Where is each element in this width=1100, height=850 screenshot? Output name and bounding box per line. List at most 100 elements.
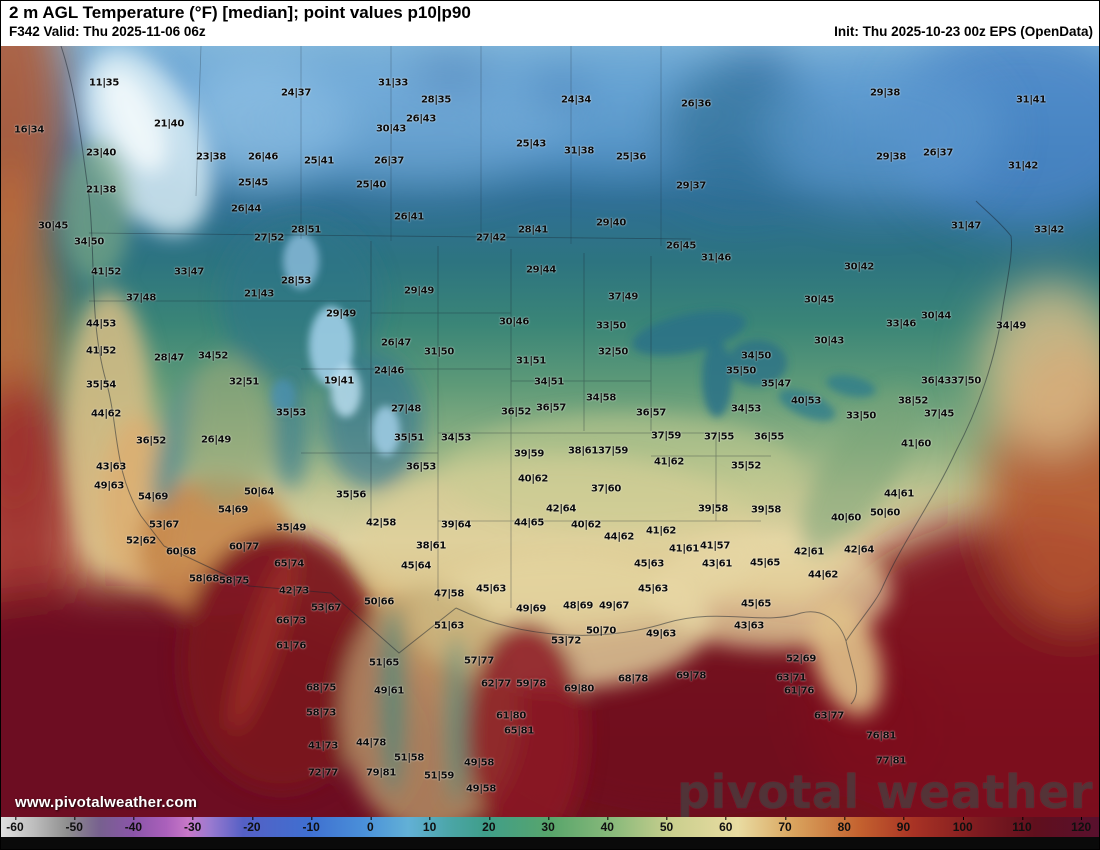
point-value: 51|65 [369,657,399,669]
point-value: 40|60 [831,512,861,524]
point-value: 49|63 [646,628,676,640]
point-value: 19|41 [324,375,354,387]
point-value: 63|71 [776,672,806,684]
point-value: 40|62 [518,473,548,485]
point-value: 23|38 [196,151,226,163]
colorbar-tick-label: 20 [482,817,496,834]
point-value: 24|46 [374,365,404,377]
point-value: 38|52 [898,395,928,407]
point-value: 35|51 [394,432,424,444]
point-value: 54|69 [138,491,168,503]
point-value: 33|42 [1034,224,1064,236]
point-value: 41|52 [91,266,121,278]
point-value: 57|77 [464,655,494,667]
colorbar-tick-label: 50 [659,817,674,834]
point-value: 31|50 [424,346,454,358]
point-value: 31|33 [378,77,408,89]
point-value: 40|62 [571,519,601,531]
point-value: 34|50 [74,236,104,248]
point-value: 33|50 [846,410,876,422]
point-value: 44|62 [808,569,838,581]
watermark-url: www.pivotalweather.com [15,794,198,811]
point-value: 23|40 [86,147,116,159]
point-value: 41|57 [700,540,730,552]
point-value: 53|67 [311,602,341,614]
point-value: 54|69 [218,504,248,516]
point-value: 34|50 [741,350,771,362]
point-value: 49|69 [516,603,546,615]
point-value: 26|37 [374,155,404,167]
point-value: 61|76 [784,685,814,697]
point-value: 21|43 [244,288,274,300]
point-value: 34|53 [441,432,471,444]
point-value: 26|47 [381,337,411,349]
point-value: 77|81 [876,755,906,767]
point-value: 26|36 [681,98,711,110]
point-value: 31|51 [516,355,546,367]
point-value: 30|43 [814,335,844,347]
point-value: 37|55 [704,431,734,443]
colorbar-tick-label: 70 [778,817,792,834]
point-value: 35|50 [726,365,756,377]
point-value: 39|59 [514,448,544,460]
point-value: 58|75 [219,575,249,587]
point-value: 16|34 [14,124,44,136]
point-value: 45|63 [634,558,664,570]
point-value: 52|69 [786,653,816,665]
point-value: 65|81 [504,725,534,737]
point-value: 29|49 [404,285,434,297]
point-value: 28|35 [421,94,451,106]
colorbar-tick-label: -50 [65,817,83,834]
colorbar-tick-label: -30 [184,817,202,834]
point-value: 39|58 [698,503,728,515]
point-value: 44|62 [91,408,121,420]
point-value: 21|38 [86,184,116,196]
point-value: 62|77 [481,678,511,690]
point-value: 49|61 [374,685,404,697]
point-value: 35|47 [761,378,791,390]
colorbar-tick-label: 40 [600,817,614,834]
point-value: 41|62 [654,456,684,468]
point-value: 26|46 [248,151,278,163]
point-value: 66|73 [276,615,306,627]
point-value: 49|63 [94,480,124,492]
point-value: 29|38 [870,87,900,99]
temperature-map: 11|35 24|37 31|33 28|35 24|34 26|36 29|38 31|41… [1,46,1099,817]
point-value: 26|45 [666,240,696,252]
point-value: 27|52 [254,232,284,244]
point-value: 42|61 [794,546,824,558]
point-value: 47|58 [434,588,464,600]
point-value: 35|54 [86,379,116,391]
point-value: 26|37 [923,147,953,159]
point-value: 35|49 [276,522,306,534]
point-value: 33|50 [596,320,626,332]
point-value: 40|53 [791,395,821,407]
point-value: 53|72 [551,635,581,647]
point-value: 30|44 [921,310,951,322]
point-value: 50|66 [364,596,394,608]
point-value: 34|53 [731,403,761,415]
point-value: 65|74 [274,558,304,570]
point-value: 41|61 [669,543,699,555]
point-value: 51|58 [394,752,424,764]
point-value: 33|47 [174,266,204,278]
temperature-colorbar: -60 -50 -40 -30 -20 -10 0 10 20 30 40 50 60 70 80 90 100… [1,817,1099,837]
colorbar-tick-label: 100 [952,817,973,834]
point-value: 58|73 [306,707,336,719]
point-value: 45|65 [750,557,780,569]
point-value: 11|35 [89,77,119,89]
point-value: 37|59 [598,445,628,457]
point-value: 53|67 [149,519,179,531]
point-value: 30|46 [499,316,529,328]
point-value: 34|49 [996,320,1026,332]
bottom-black-strip [1,837,1099,849]
colorbar-tick-label: -40 [124,817,143,834]
point-value: 59|78 [516,678,546,690]
point-value: 50|60 [870,507,900,519]
point-value: 36|52 [501,406,531,418]
point-value: 42|64 [844,544,874,556]
point-value: 28|47 [154,352,184,364]
point-value: 51|63 [434,620,464,632]
point-value: 27|48 [391,403,421,415]
point-value: 61|80 [496,710,526,722]
